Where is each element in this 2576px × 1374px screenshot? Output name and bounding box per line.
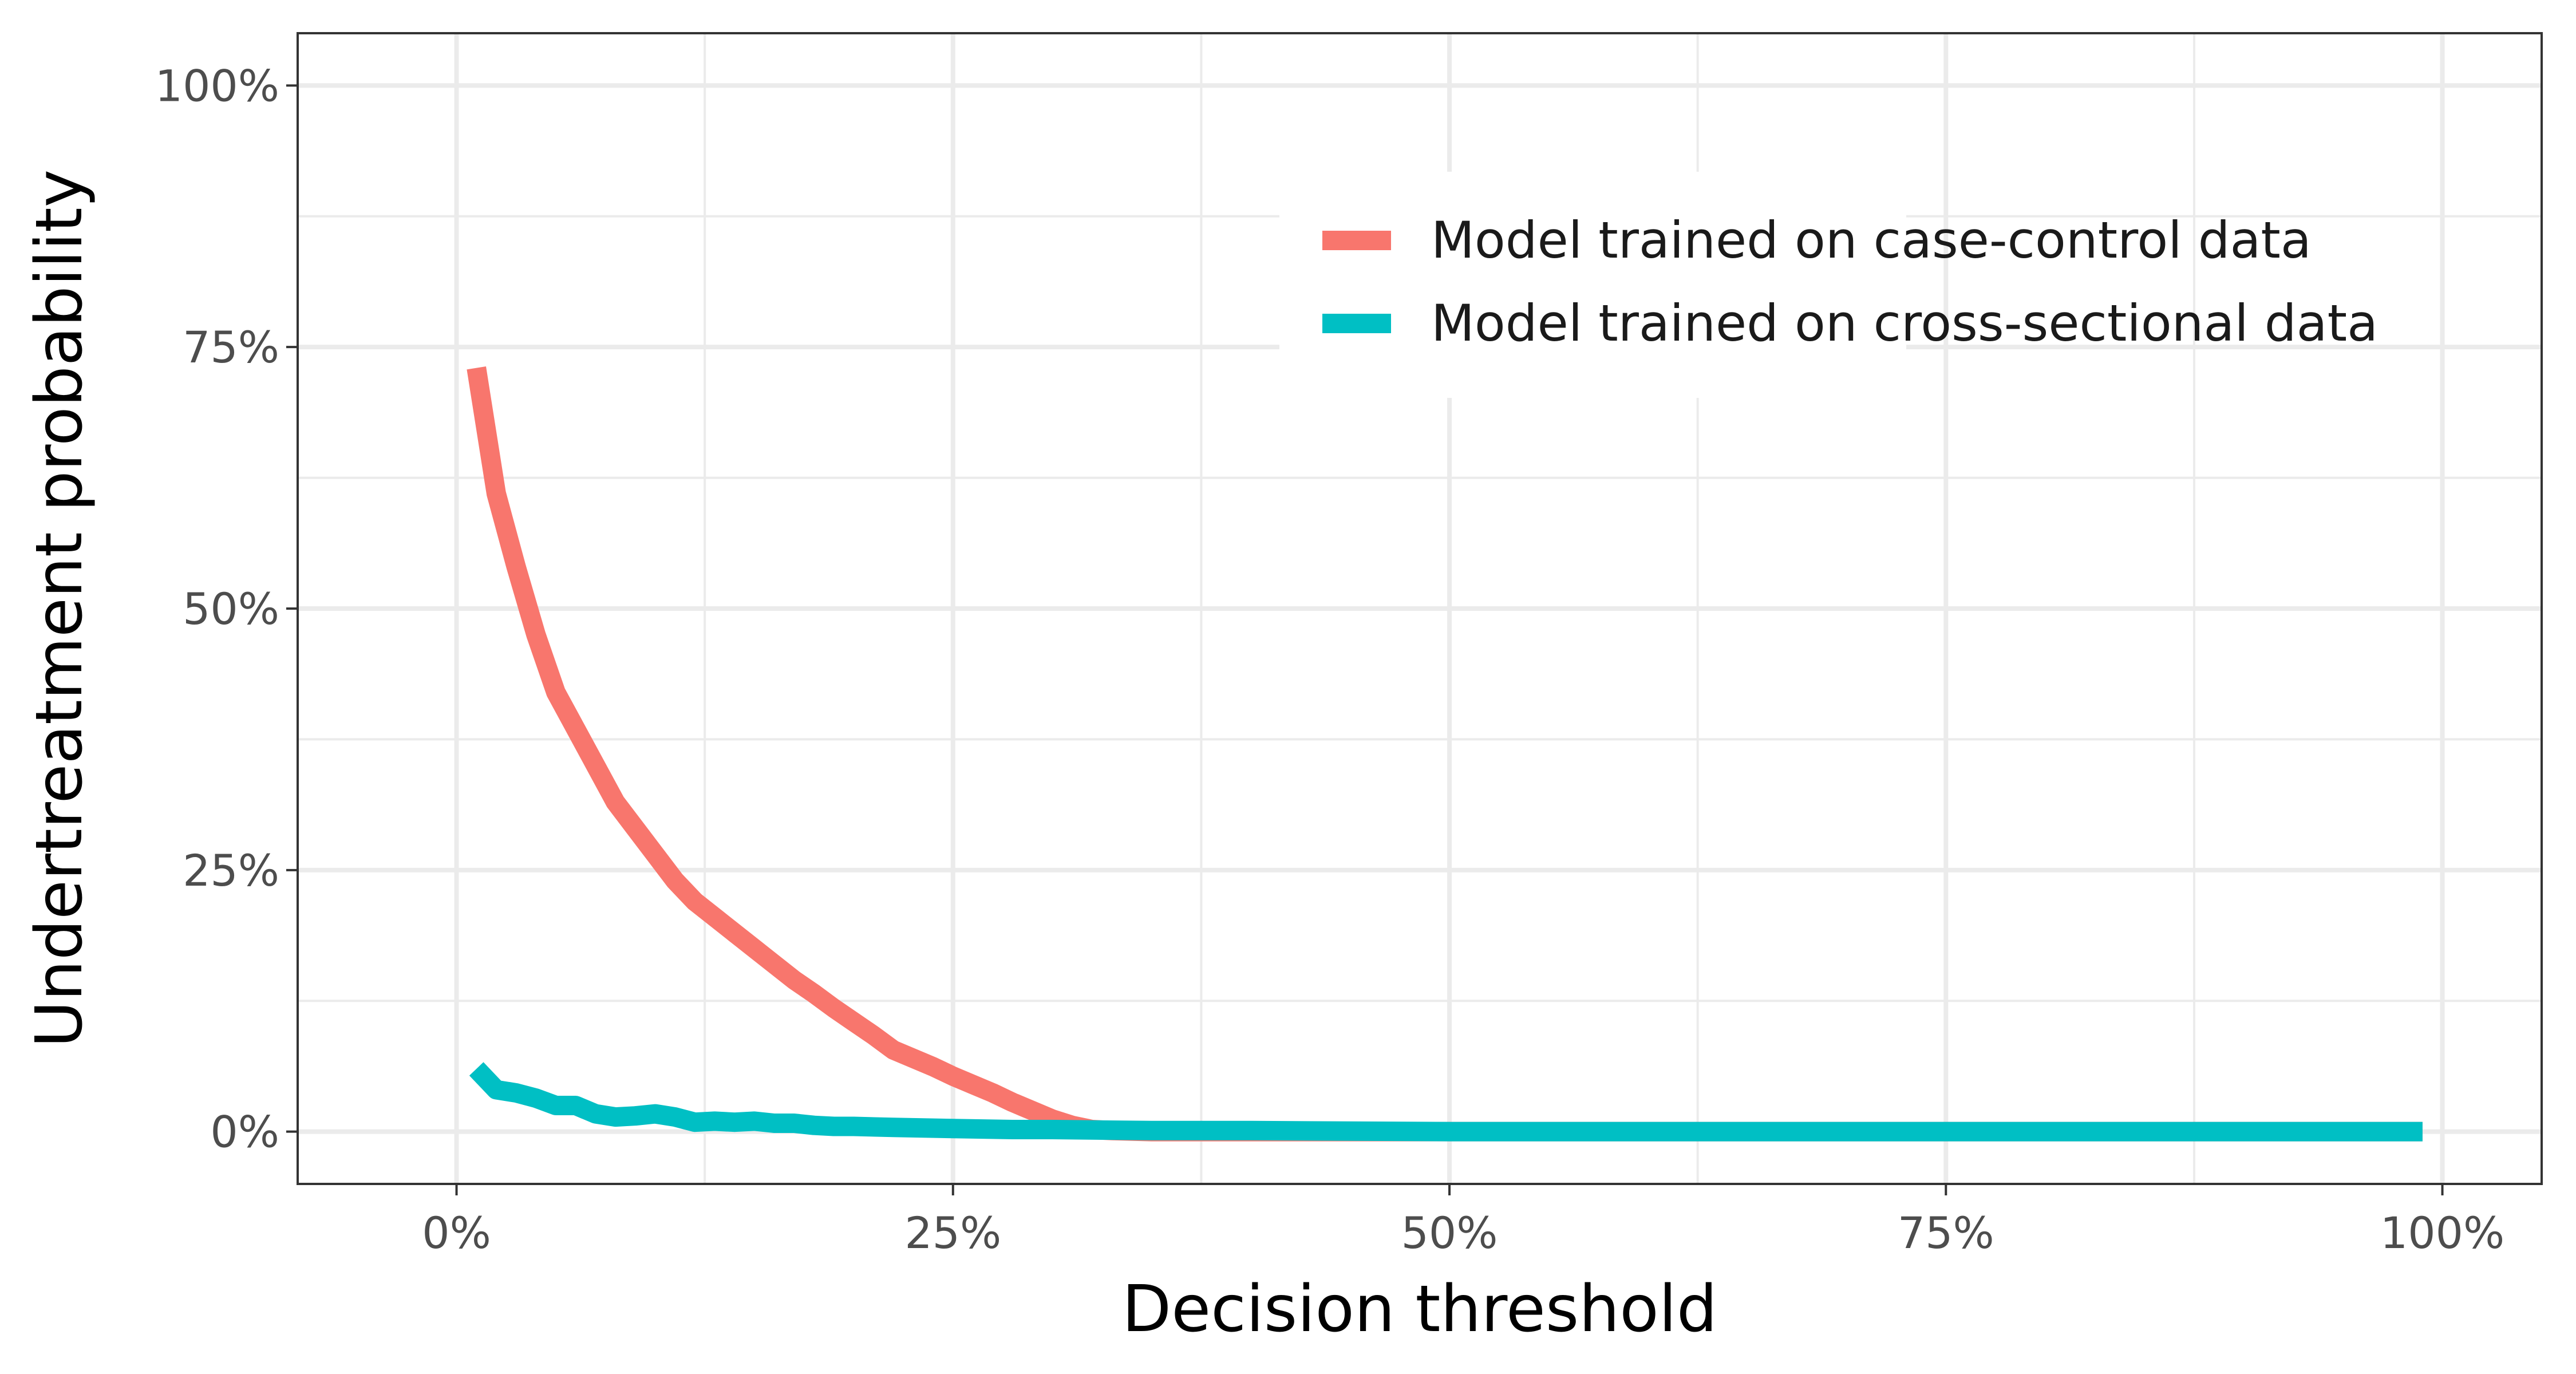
y-tick-label: 0%	[210, 1107, 279, 1158]
x-axis-ticks: 0% 25% 50% 75% 100%	[422, 1184, 2504, 1258]
x-tick-label: 100%	[2380, 1207, 2504, 1258]
legend: Model trained on case-control data Model …	[1279, 172, 2378, 398]
x-tick-label: 50%	[1401, 1207, 1498, 1258]
legend-label-2: Model trained on cross-sectional data	[1431, 294, 2378, 353]
x-tick-label: 0%	[422, 1207, 491, 1258]
y-axis-ticks: 0% 25% 50% 75% 100%	[155, 60, 298, 1158]
x-tick-label: 75%	[1898, 1207, 1994, 1258]
y-tick-label: 100%	[155, 60, 279, 111]
legend-box	[1279, 172, 1906, 398]
x-tick-label: 25%	[904, 1207, 1001, 1258]
y-tick-label: 75%	[183, 322, 279, 373]
y-tick-label: 25%	[183, 845, 279, 896]
series-layer	[467, 366, 2423, 1142]
x-axis-title: Decision threshold	[1122, 1272, 1717, 1347]
y-axis-title: Undertreatment probability	[22, 169, 97, 1048]
legend-label-1: Model trained on case-control data	[1431, 211, 2312, 270]
series-line-2	[469, 1062, 2423, 1142]
y-tick-label: 50%	[183, 583, 279, 634]
